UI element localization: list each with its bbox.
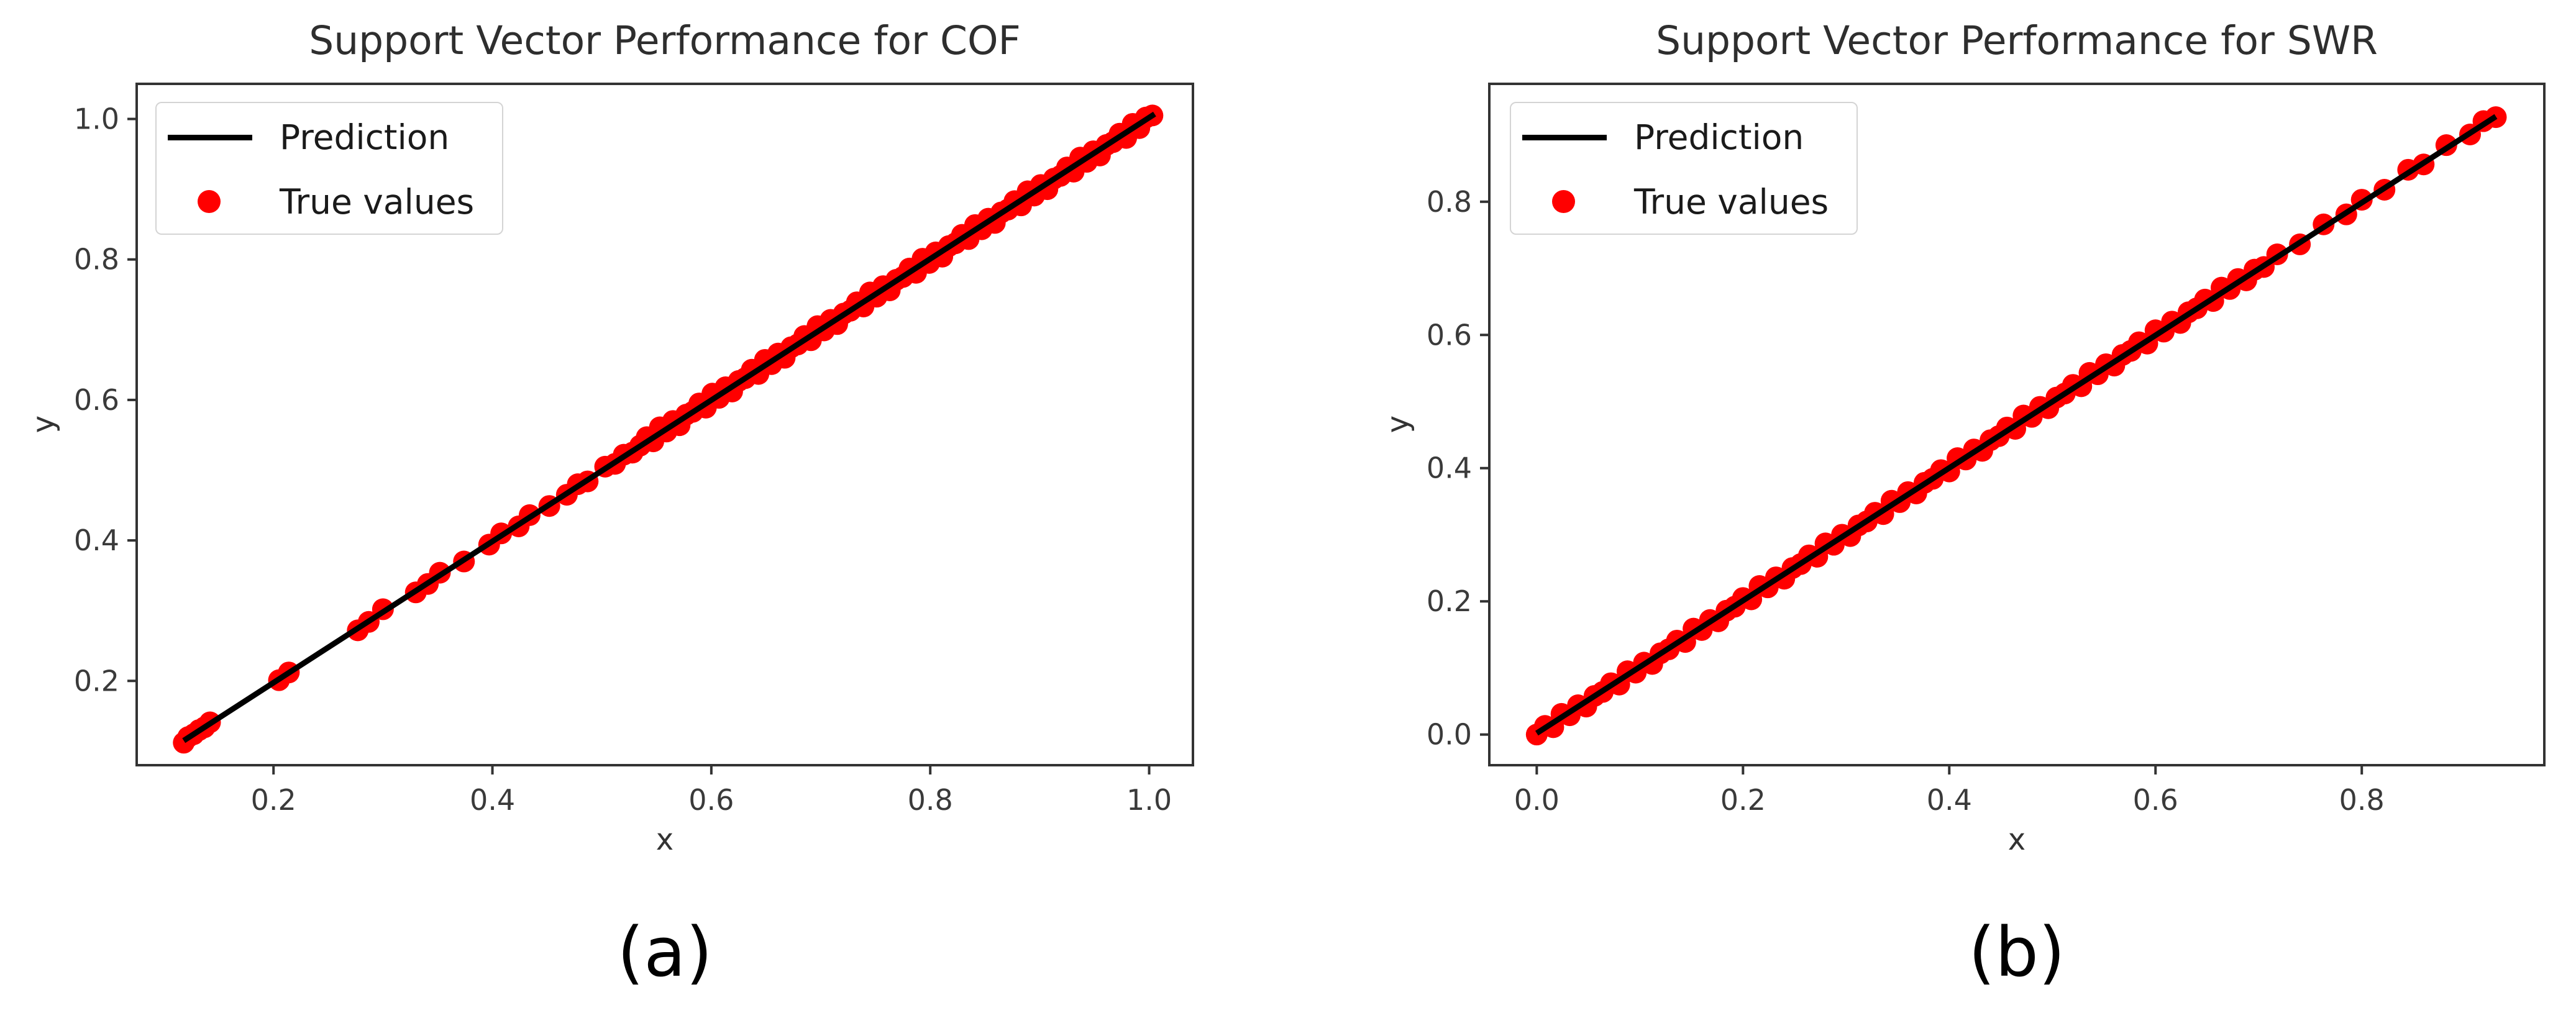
figure-b-caption: (b) [1968,912,2065,992]
figure-b-ylabel: y [1381,415,1415,434]
true-values-dot-swatch [198,190,221,213]
y-tick-label: 0.0 [1427,718,1472,752]
x-tick-label: 0.8 [908,783,953,817]
legend-label-prediction: Prediction [1634,117,1804,157]
y-tick-label: 0.8 [1427,185,1472,219]
x-tick-label: 0.6 [2133,783,2178,817]
prediction-line [1535,114,2498,736]
series-group [1525,106,2507,746]
figure-b: Support Vector Performance for SWR Predi… [1288,0,2576,1013]
x-tick-label: 0.0 [1514,783,1560,817]
x-tick-label: 0.2 [251,783,296,817]
axes-frame [1488,83,2546,766]
figure-b-title: Support Vector Performance for SWR [1656,18,2378,63]
figure-a: Support Vector Performance for COF Predi… [26,18,1021,992]
legend-label-true-values: True values [1634,182,1829,222]
x-tick-label: 0.2 [1720,783,1766,817]
y-tick-label: 0.6 [74,383,119,417]
prediction-line [182,111,1156,743]
y-tick-label: 0.4 [74,524,119,557]
figure-a-title: Support Vector Performance for COF [309,18,1021,63]
figure-a-legend: Prediction True values [155,102,503,235]
x-tick-label: 1.0 [1126,783,1172,817]
x-tick-label: 0.6 [688,783,734,817]
figure-b-legend: Prediction True values [1510,102,1858,235]
legend-label-prediction: Prediction [280,117,450,157]
figure-a-caption: (a) [617,912,713,992]
y-tick-label: 0.8 [74,243,119,276]
series-group [173,104,1164,754]
x-tick-label: 0.4 [470,783,515,817]
y-tick-label: 0.2 [74,664,119,697]
y-tick-label: 0.4 [1427,452,1472,485]
x-tick-label: 0.8 [2339,783,2385,817]
y-tick-label: 0.2 [1427,584,1472,618]
y-tick-label: 1.0 [74,102,119,136]
true-values-dot-swatch [1552,190,1575,213]
prediction-line-swatch [1522,135,1607,140]
legend-label-true-values: True values [280,182,475,222]
figure-a-ylabel: y [26,415,61,434]
figure-b-xlabel: x [2007,822,2026,857]
prediction-line-swatch [168,135,252,140]
figure-a-xlabel: x [655,822,674,857]
axes-frame [135,83,1194,766]
x-tick-label: 0.4 [1927,783,1972,817]
y-tick-label: 0.6 [1427,318,1472,352]
